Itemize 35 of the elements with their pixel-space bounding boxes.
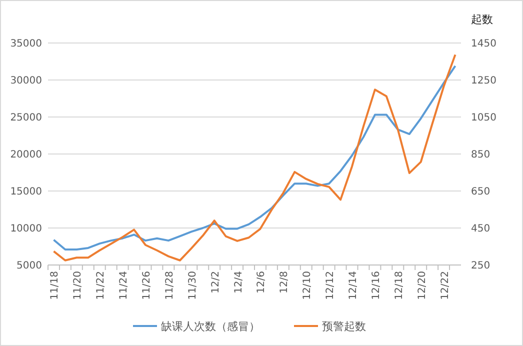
y-tick-label: 5000 (16, 260, 42, 272)
x-tick-label: 11/24 (118, 271, 130, 300)
y-tick-label: 10000 (10, 224, 42, 234)
x-tick-label: 11/22 (96, 271, 107, 300)
y-tick-label: 35000 (10, 38, 42, 50)
x-tick-label: 12/6 (256, 271, 268, 294)
y2-axis-title: 起数 (471, 13, 493, 26)
y2-tick-label: 1450 (471, 38, 496, 50)
y2-tick-label: 250 (471, 260, 490, 272)
x-tick-label: 12/10 (302, 271, 314, 300)
x-tick-label: 12/18 (394, 271, 405, 300)
y-tick-label: 30000 (10, 76, 42, 86)
x-tick-label: 11/18 (50, 271, 61, 300)
legend-label: 缺课人次数（感冒） (161, 320, 260, 333)
y-tick-label: 15000 (10, 186, 42, 198)
y2-tick-label: 1250 (471, 76, 496, 86)
x-tick-label: 12/8 (279, 271, 290, 294)
y2-tick-label: 1050 (471, 112, 496, 124)
x-tick-label: 12/20 (416, 271, 428, 300)
x-tick-label: 11/30 (187, 271, 198, 300)
y2-tick-label: 650 (471, 186, 490, 198)
x-tick-label: 12/22 (440, 271, 451, 300)
x-tick-label: 11/28 (164, 271, 176, 300)
y-tick-label: 25000 (10, 112, 42, 124)
x-tick-label: 12/16 (370, 271, 382, 300)
x-tick-label: 12/2 (210, 271, 222, 294)
x-tick-label: 12/12 (325, 271, 336, 300)
y2-tick-label: 450 (471, 224, 490, 234)
y2-tick-label: 850 (471, 150, 490, 160)
x-tick-label: 11/20 (72, 271, 84, 300)
x-tick-label: 12/14 (348, 271, 360, 300)
x-tick-label: 11/26 (142, 271, 153, 300)
x-tick-label: 12/4 (233, 271, 244, 294)
y-tick-label: 20000 (10, 150, 42, 160)
legend-label: 预警起数 (322, 320, 366, 333)
